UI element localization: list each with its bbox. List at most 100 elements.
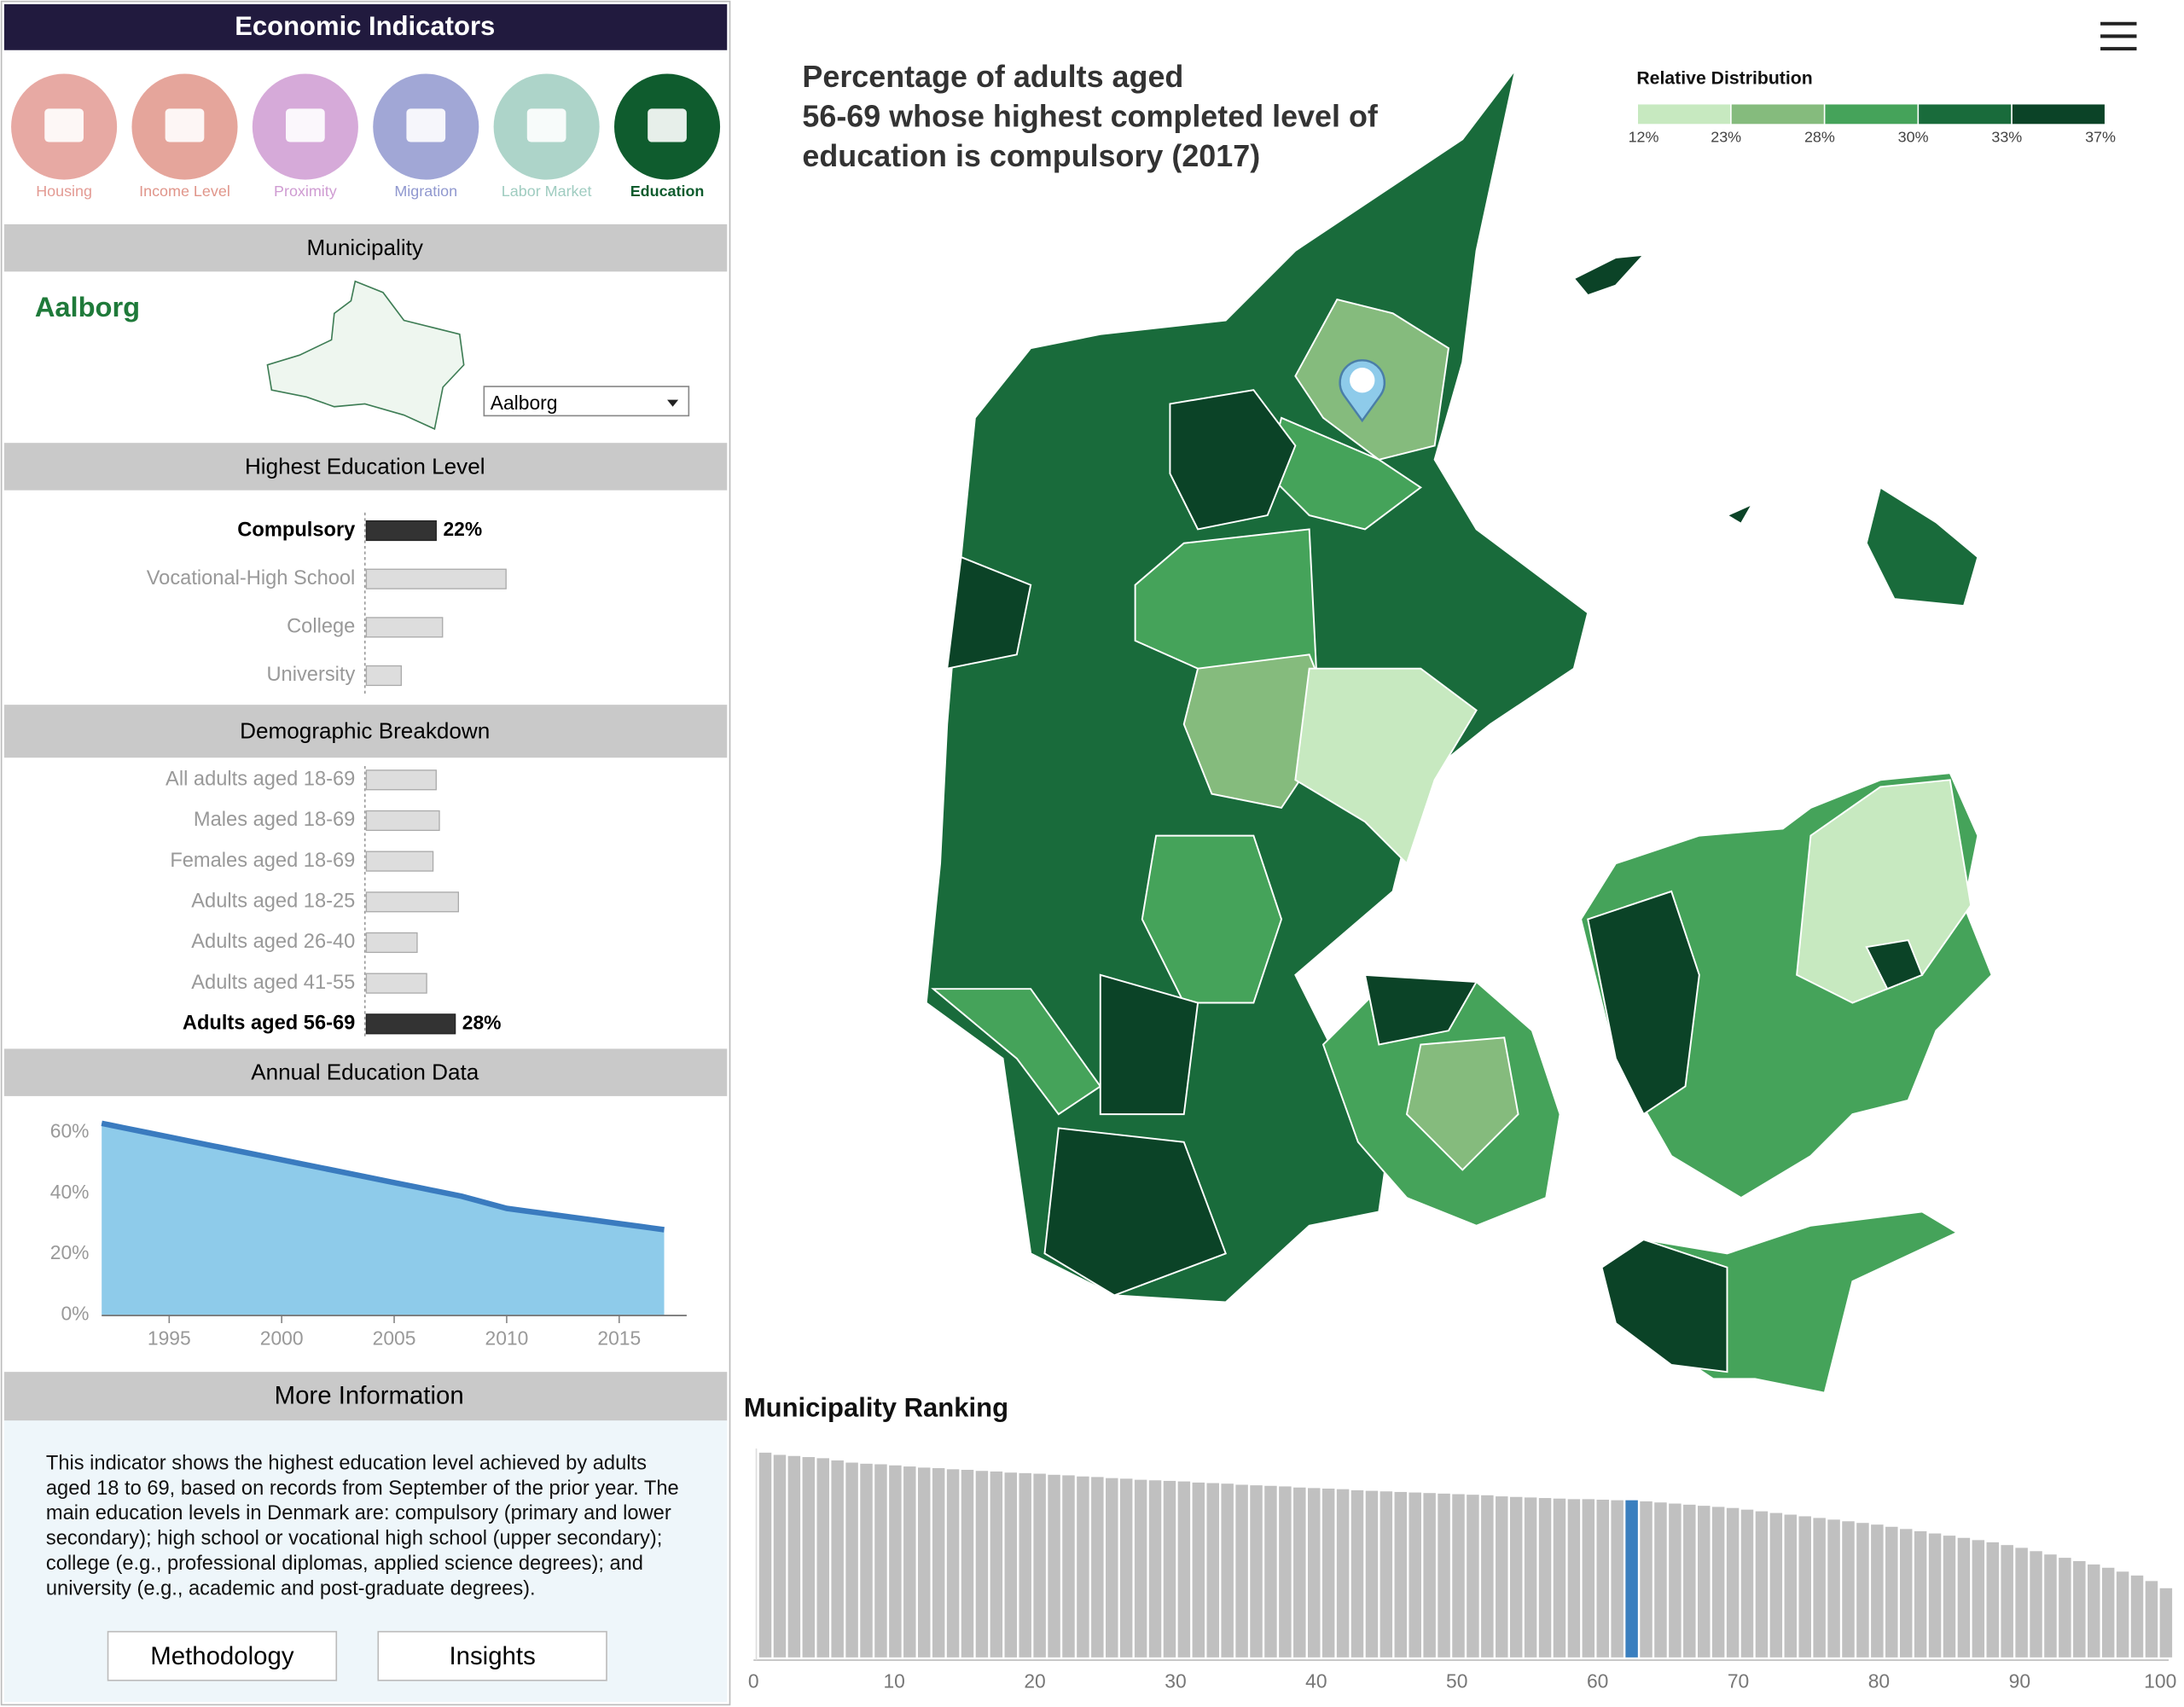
ranking-bar bbox=[1611, 1500, 1623, 1658]
ranking-bar bbox=[1726, 1507, 1740, 1658]
ranking-bar bbox=[1711, 1507, 1725, 1658]
bar-label: Adults aged 41-55 bbox=[191, 972, 355, 994]
x-tick-label: 60 bbox=[1587, 1669, 1608, 1692]
legend-tick-label: 23% bbox=[1711, 128, 1741, 145]
value-label: 28% bbox=[462, 1011, 502, 1033]
bar-label: Compulsory bbox=[237, 519, 356, 541]
nav-glyph bbox=[286, 108, 325, 142]
ranking-bar bbox=[787, 1455, 801, 1658]
ranking-bar bbox=[845, 1462, 858, 1658]
bar-label: All adults aged 18-69 bbox=[166, 769, 355, 791]
bar bbox=[365, 932, 418, 954]
nav-item[interactable]: Income Level bbox=[131, 73, 238, 200]
ranking-bar bbox=[1798, 1516, 1811, 1658]
legend-swatch bbox=[2012, 104, 2105, 125]
section-bar bbox=[3, 705, 728, 758]
ranking-bar bbox=[1336, 1489, 1350, 1658]
ranking-bar bbox=[831, 1460, 844, 1658]
y-tick-label: 60% bbox=[50, 1120, 90, 1142]
ranking-bar bbox=[975, 1471, 989, 1658]
ranking-bar bbox=[1698, 1506, 1711, 1658]
bar bbox=[365, 617, 444, 638]
ranking-bar bbox=[1683, 1504, 1696, 1658]
bar-label: University bbox=[266, 664, 355, 686]
ranking-bar bbox=[1885, 1526, 1898, 1658]
ranking-bar bbox=[1640, 1501, 1653, 1658]
x-tick-label: 2000 bbox=[260, 1327, 304, 1350]
ranking-bar bbox=[1769, 1512, 1783, 1658]
x-tick-label: 80 bbox=[1868, 1669, 1890, 1692]
ranking-bar bbox=[1625, 1500, 1638, 1658]
ranking-bar bbox=[1177, 1481, 1191, 1658]
x-tick-label: 10 bbox=[883, 1669, 904, 1692]
y-tick-label: 40% bbox=[50, 1181, 90, 1203]
bar bbox=[365, 891, 459, 913]
ranking-bar bbox=[1235, 1484, 1248, 1658]
ranking-bar bbox=[1452, 1494, 1465, 1658]
hamburger-menu[interactable] bbox=[2100, 21, 2137, 51]
ranking-bar bbox=[1943, 1536, 1956, 1658]
ranking-bar bbox=[1048, 1474, 1060, 1658]
ranking-bar bbox=[1221, 1483, 1234, 1658]
nav-item[interactable]: Proximity bbox=[252, 73, 358, 200]
ranking-bar bbox=[2030, 1551, 2042, 1658]
ranking-bar bbox=[1538, 1498, 1552, 1658]
bar bbox=[365, 520, 437, 542]
ranking-bar bbox=[1509, 1496, 1523, 1658]
bar-label: Adults aged 56-69 bbox=[183, 1013, 355, 1035]
ranking-bar bbox=[1524, 1497, 1537, 1658]
ranking-bar bbox=[1871, 1524, 1884, 1658]
section-title: More Information bbox=[275, 1381, 464, 1409]
methodology-button[interactable]: Methodology bbox=[107, 1630, 338, 1681]
ranking-bar bbox=[1134, 1479, 1147, 1658]
municipality-name: Aalborg bbox=[35, 291, 140, 322]
municipality-select[interactable]: Aalborg bbox=[483, 386, 690, 417]
section-bar bbox=[3, 1372, 728, 1421]
legend-tick-label: 28% bbox=[1804, 128, 1835, 145]
nav-glyph bbox=[44, 108, 84, 142]
section-title: Demographic Breakdown bbox=[240, 718, 490, 744]
ranking-bar bbox=[2015, 1547, 2028, 1658]
ranking-bar bbox=[990, 1471, 1003, 1658]
ranking-bar bbox=[1192, 1482, 1205, 1658]
ranking-bar bbox=[1986, 1542, 2000, 1658]
legend-title: Relative Distribution bbox=[1636, 69, 1812, 89]
legend-swatch bbox=[1825, 104, 1918, 125]
ranking-bar bbox=[1582, 1499, 1595, 1658]
nav-label: Education bbox=[630, 183, 705, 200]
x-tick-label: 2005 bbox=[373, 1327, 416, 1350]
section-bar bbox=[3, 224, 728, 272]
bar-label: Females aged 18-69 bbox=[170, 850, 355, 872]
ranking-bar bbox=[1481, 1495, 1494, 1658]
ranking-bar bbox=[1423, 1493, 1436, 1658]
value-label: 22% bbox=[443, 518, 482, 540]
ranking-bar bbox=[1264, 1485, 1277, 1658]
ranking-bar bbox=[903, 1466, 916, 1658]
nav-item[interactable]: Labor Market bbox=[493, 73, 600, 200]
ranking-bar bbox=[1856, 1523, 1869, 1658]
nav-item[interactable]: Education bbox=[613, 73, 721, 200]
x-tick-label: 1995 bbox=[148, 1327, 191, 1350]
nav-item[interactable]: Migration bbox=[373, 73, 479, 200]
nav-label: Migration bbox=[394, 183, 457, 200]
ranking-bar bbox=[1842, 1521, 1855, 1658]
ranking-bar bbox=[1250, 1485, 1263, 1658]
section-bar bbox=[3, 1048, 728, 1096]
line bbox=[101, 1120, 665, 1233]
ranking-bar bbox=[802, 1457, 816, 1658]
ranking-bar bbox=[1077, 1476, 1089, 1658]
insights-button[interactable]: Insights bbox=[377, 1630, 607, 1681]
ranking-bar bbox=[1119, 1478, 1133, 1658]
ranking-bar bbox=[2059, 1558, 2071, 1658]
nav-item[interactable]: Housing bbox=[11, 73, 118, 200]
ranking-bar bbox=[1567, 1499, 1581, 1658]
ranking-bar bbox=[946, 1469, 960, 1658]
ranking-bar bbox=[860, 1463, 873, 1658]
bar bbox=[365, 851, 434, 872]
ranking-bar bbox=[758, 1452, 772, 1658]
ranking-bar bbox=[1380, 1491, 1393, 1658]
ranking-bar bbox=[1106, 1478, 1118, 1658]
ranking-bar bbox=[1019, 1472, 1031, 1658]
ranking-bar bbox=[2073, 1560, 2086, 1658]
